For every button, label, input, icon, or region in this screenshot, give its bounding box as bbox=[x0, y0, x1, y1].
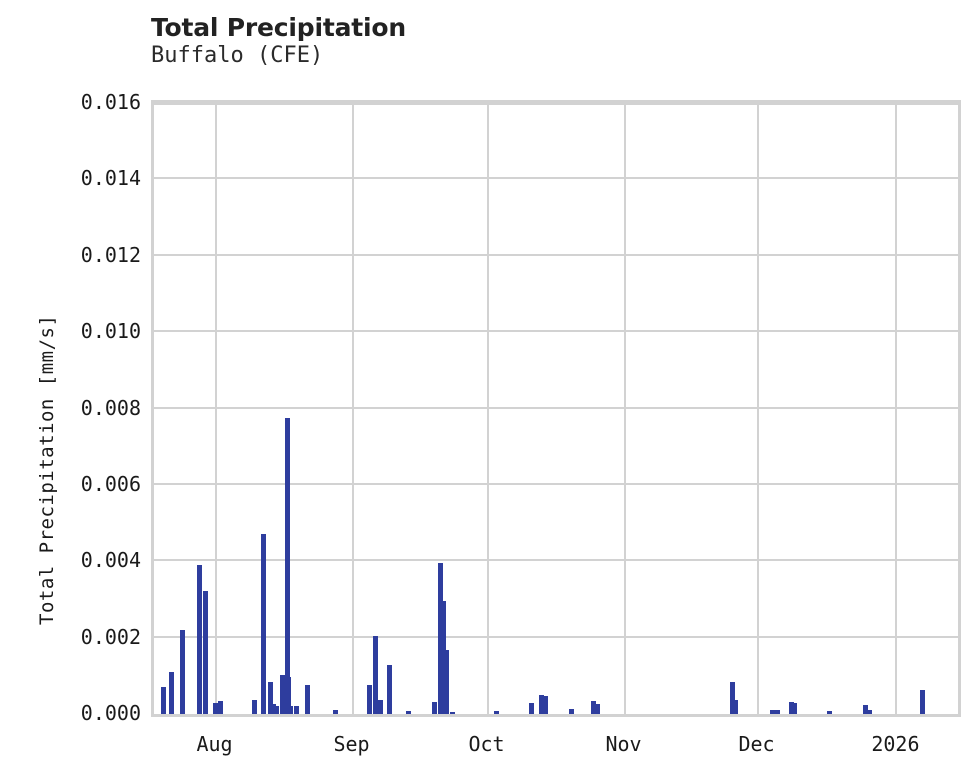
y-gridline bbox=[154, 406, 958, 409]
y-tick-label: 0.006 bbox=[80, 471, 141, 496]
bar bbox=[444, 649, 449, 714]
title-block: Total Precipitation Buffalo (CFE) bbox=[151, 14, 851, 69]
bar bbox=[218, 700, 223, 714]
bar bbox=[543, 696, 548, 714]
bar bbox=[438, 562, 443, 714]
bar bbox=[285, 418, 290, 714]
x-tick-label: Dec bbox=[738, 732, 775, 756]
bar bbox=[591, 701, 596, 714]
x-gridline bbox=[352, 103, 354, 714]
x-gridline bbox=[215, 103, 217, 714]
plot-area bbox=[151, 100, 961, 717]
bar bbox=[215, 702, 220, 714]
bar bbox=[770, 710, 775, 714]
bar bbox=[203, 590, 208, 714]
bar bbox=[406, 710, 411, 714]
bar bbox=[367, 684, 372, 714]
bar bbox=[494, 710, 499, 714]
y-tick-label: 0.016 bbox=[80, 90, 141, 114]
bar bbox=[261, 534, 266, 714]
bar bbox=[252, 700, 257, 714]
bar bbox=[529, 703, 534, 714]
y-gridline bbox=[154, 482, 958, 485]
bar bbox=[569, 709, 574, 714]
bar bbox=[920, 689, 925, 714]
page-title: Total Precipitation bbox=[151, 13, 406, 42]
y-gridline bbox=[154, 253, 958, 256]
bar bbox=[827, 710, 832, 714]
y-tick-label: 0.004 bbox=[80, 548, 141, 573]
x-tick-label: Nov bbox=[605, 732, 642, 756]
bar bbox=[792, 703, 797, 714]
y-tick-label: 0.010 bbox=[80, 319, 141, 344]
bar bbox=[169, 672, 174, 714]
bar bbox=[387, 664, 392, 714]
y-tick-label: 0.012 bbox=[80, 242, 141, 267]
bar bbox=[294, 705, 299, 714]
bar bbox=[775, 709, 780, 714]
x-tick-label: Sep bbox=[333, 732, 370, 756]
y-tick-label: 0.008 bbox=[80, 395, 141, 420]
x-tick-label: 2026 bbox=[871, 732, 920, 756]
bar bbox=[863, 705, 868, 714]
bar bbox=[288, 705, 293, 714]
bar bbox=[441, 600, 446, 714]
y-gridline bbox=[154, 559, 958, 562]
y-tick-label: 0.014 bbox=[80, 166, 141, 191]
y-tick-label: 0.000 bbox=[80, 701, 141, 725]
x-tick-label: Aug bbox=[196, 732, 233, 756]
y-gridline bbox=[154, 103, 958, 105]
y-gridline bbox=[154, 330, 958, 333]
bar bbox=[280, 674, 285, 714]
bar bbox=[271, 704, 276, 714]
bar bbox=[539, 694, 544, 714]
bar bbox=[274, 705, 279, 714]
bar bbox=[305, 684, 310, 714]
bar bbox=[373, 636, 378, 714]
bar bbox=[595, 704, 600, 714]
bar bbox=[268, 682, 273, 714]
chart-subtitle: Buffalo (CFE) bbox=[151, 43, 324, 68]
bar bbox=[730, 681, 735, 714]
x-gridline bbox=[487, 103, 489, 714]
bar bbox=[867, 710, 872, 714]
bar bbox=[789, 701, 794, 714]
y-tick-label: 0.002 bbox=[80, 624, 141, 649]
x-gridline bbox=[624, 103, 626, 714]
x-gridline bbox=[757, 103, 759, 714]
bar bbox=[161, 686, 166, 714]
bar bbox=[180, 630, 185, 714]
bar bbox=[286, 676, 291, 714]
bar bbox=[333, 710, 338, 714]
x-gridline bbox=[895, 103, 897, 714]
bar bbox=[197, 565, 202, 714]
bar bbox=[432, 701, 437, 714]
y-axis-tick-labels: 0.000 0.002 0.004 0.006 0.008 0.010 0.012 0.014… bbox=[0, 0, 141, 780]
x-tick-label: Oct bbox=[468, 732, 505, 756]
bar bbox=[378, 700, 383, 714]
y-gridline bbox=[154, 177, 958, 180]
bar bbox=[450, 711, 455, 714]
y-gridline bbox=[154, 635, 958, 638]
bar bbox=[733, 699, 738, 714]
